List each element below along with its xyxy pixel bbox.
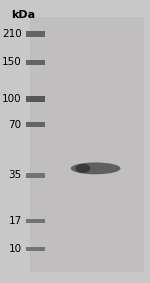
FancyBboxPatch shape xyxy=(27,219,45,223)
Text: 10: 10 xyxy=(9,244,22,254)
Text: 70: 70 xyxy=(9,119,22,130)
FancyBboxPatch shape xyxy=(27,31,45,37)
Ellipse shape xyxy=(71,162,120,174)
Text: 210: 210 xyxy=(2,29,22,39)
Text: kDa: kDa xyxy=(11,10,35,20)
FancyBboxPatch shape xyxy=(30,17,144,272)
FancyBboxPatch shape xyxy=(27,96,45,102)
Text: 150: 150 xyxy=(2,57,22,67)
FancyBboxPatch shape xyxy=(27,60,45,65)
Text: 35: 35 xyxy=(8,170,22,181)
FancyBboxPatch shape xyxy=(27,122,45,127)
Text: 100: 100 xyxy=(2,94,22,104)
Text: 17: 17 xyxy=(8,216,22,226)
FancyBboxPatch shape xyxy=(27,247,45,251)
FancyBboxPatch shape xyxy=(27,173,45,178)
Ellipse shape xyxy=(76,164,90,173)
